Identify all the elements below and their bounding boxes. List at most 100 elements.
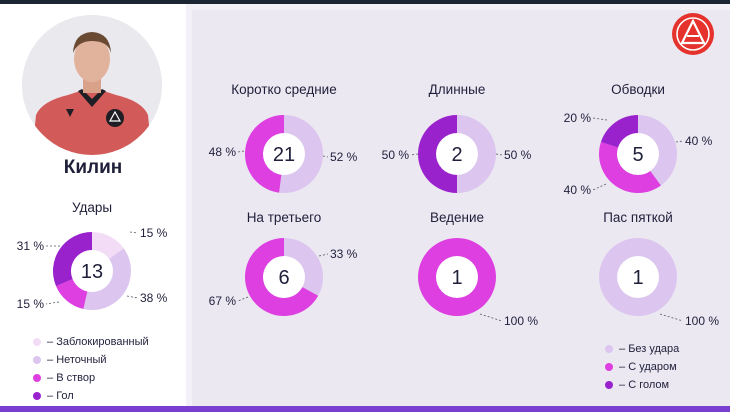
donut-slice (600, 115, 638, 148)
donut-chart-6: 1 100 % (599, 238, 719, 328)
donut-percent-label: 38 % (140, 291, 168, 305)
legend-item-goal: – Гол (33, 387, 149, 405)
label-leader (129, 231, 139, 234)
legend-label: – Гол (47, 390, 74, 402)
donut-total: 5 (632, 144, 643, 166)
bottom-bar (0, 406, 730, 412)
legend-dot (33, 356, 41, 364)
chart-title-long: Длинные (428, 82, 486, 97)
chart-title-carry: Ведение (429, 210, 485, 225)
donut-percent-label: 40 % (685, 134, 713, 148)
donut-slice (245, 115, 284, 193)
legend-label: – В створ (47, 372, 96, 384)
label-leader (126, 295, 139, 299)
donut-chart-2: 2 50 % 50 % (382, 115, 532, 193)
legend-label: – Заблокированный (47, 336, 149, 348)
donut-center (436, 133, 478, 175)
legend-dot (605, 363, 613, 371)
label-leader (322, 155, 329, 158)
donut-chart-0: 13 15 % 38 % 15 % 31 % (17, 226, 168, 311)
legend-dot (33, 338, 41, 346)
legend-label: – С ударом (619, 361, 677, 373)
top-bar (0, 0, 730, 4)
legend-passes: – Без удара – С ударом – С голом (605, 340, 679, 394)
label-leader (410, 153, 419, 156)
donut-center (71, 250, 113, 292)
label-leader (479, 313, 503, 322)
donut-percent-label: 33 % (330, 247, 358, 261)
donut-percent-label: 31 % (17, 239, 45, 253)
donut-slice (53, 232, 92, 287)
donut-center (263, 133, 305, 175)
donut-slice (599, 141, 661, 193)
donut-chart-5: 1 100 % (418, 238, 538, 328)
label-leader (659, 313, 684, 322)
legend-item-with-goal: – С голом (605, 376, 679, 394)
donut-center (617, 256, 659, 298)
legend-shots: – Заблокированный – Неточный – В створ –… (33, 333, 149, 405)
label-leader (675, 140, 684, 143)
label-leader (318, 253, 329, 257)
legend-label: – Неточный (47, 354, 107, 366)
donut-percent-label: 100 % (685, 314, 719, 328)
donut-total: 21 (273, 144, 295, 166)
donut-percent-label: 67 % (209, 294, 237, 308)
label-leader (592, 117, 608, 121)
legend-item-blocked: – Заблокированный (33, 333, 149, 351)
donut-chart-3: 5 40 % 40 % 20 % (564, 111, 713, 197)
donut-total: 2 (451, 144, 462, 166)
donut-chart-1: 21 52 % 48 % (209, 114, 358, 193)
donut-slice (56, 279, 88, 310)
donut-slice (284, 238, 324, 296)
club-logo (671, 12, 715, 56)
stats-panel (192, 10, 730, 406)
donut-center (617, 133, 659, 175)
label-leader (592, 183, 607, 191)
donut-slice (279, 114, 324, 193)
donut-total: 13 (81, 261, 103, 283)
label-leader (45, 301, 60, 305)
legend-dot (605, 345, 613, 353)
legend-item-with-shot: – С ударом (605, 358, 679, 376)
legend-dot (605, 381, 613, 389)
label-leader (495, 153, 503, 156)
donut-slice (83, 248, 131, 310)
donut-slice (92, 232, 124, 259)
donut-chart-4: 6 33 % 67 % (209, 238, 358, 317)
chart-title-shots: Удары (71, 200, 113, 215)
donut-percent-label: 50 % (382, 148, 410, 162)
donut-slice (638, 115, 678, 186)
donut-percent-label: 15 % (140, 226, 168, 240)
chart-title-to-third: На третьего (246, 210, 322, 225)
donut-total: 1 (451, 267, 462, 289)
chart-title-dribbles: Обводки (611, 82, 665, 97)
label-leader (237, 150, 245, 153)
chart-title-short-medium: Коротко средние (231, 82, 337, 97)
legend-item-no-shot: – Без удара (605, 340, 679, 358)
legend-item-on-target: – В створ (33, 369, 149, 387)
player-name: Килин (63, 157, 123, 178)
chart-title-backheel: Пас пяткой (603, 210, 673, 225)
player-avatar (22, 15, 162, 155)
donut-percent-label: 48 % (209, 145, 237, 159)
donut-percent-label: 15 % (17, 297, 45, 311)
donut-total: 1 (632, 267, 643, 289)
player-photo (22, 15, 162, 155)
legend-label: – С голом (619, 379, 670, 391)
legend-item-inaccurate: – Неточный (33, 351, 149, 369)
donut-percent-label: 52 % (330, 150, 358, 164)
donut-total: 6 (278, 267, 289, 289)
donut-slice (418, 115, 457, 193)
donut-slice (418, 238, 496, 316)
legend-dot (33, 374, 41, 382)
donut-slice (599, 238, 677, 316)
donut-percent-label: 50 % (504, 148, 532, 162)
donut-slice (245, 238, 319, 317)
donut-percent-label: 40 % (564, 183, 592, 197)
donut-percent-label: 20 % (564, 111, 592, 125)
donut-center (436, 256, 478, 298)
legend-dot (33, 392, 41, 400)
label-leader (237, 296, 249, 302)
legend-label: – Без удара (619, 343, 680, 355)
